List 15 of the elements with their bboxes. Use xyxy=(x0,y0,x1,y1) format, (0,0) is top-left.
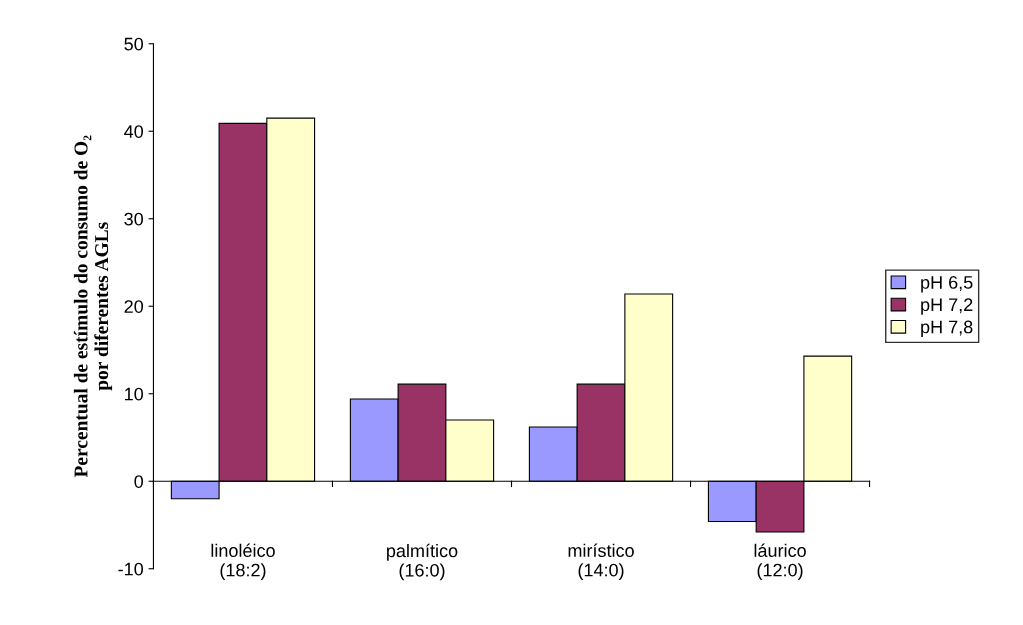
x-tick-label: láurico (12:0) xyxy=(754,543,806,581)
y-tick-label: -10 xyxy=(118,562,144,576)
x-tick-label: mirístico (14:0) xyxy=(568,543,634,581)
y-tick-label: 40 xyxy=(124,125,144,138)
x-tick-label: palmítico (16:0) xyxy=(387,543,458,581)
y-tick-label: 30 xyxy=(124,212,144,226)
y-tick-label: 50 xyxy=(124,37,144,51)
legend-label: pH 7,8 xyxy=(921,320,973,337)
y-tick-label: 20 xyxy=(124,300,144,313)
y-tick-label: 0 xyxy=(134,475,144,488)
legend-label: pH 6,5 xyxy=(921,276,973,293)
y-tick-label: 10 xyxy=(125,387,144,401)
y-axis-title: Percentual de estímulo do consumo de O₂ por diferentes AGLs xyxy=(73,135,113,478)
x-tick-label: linoléico (18:2) xyxy=(211,543,275,581)
legend-label: pH 7,2 xyxy=(921,298,973,315)
